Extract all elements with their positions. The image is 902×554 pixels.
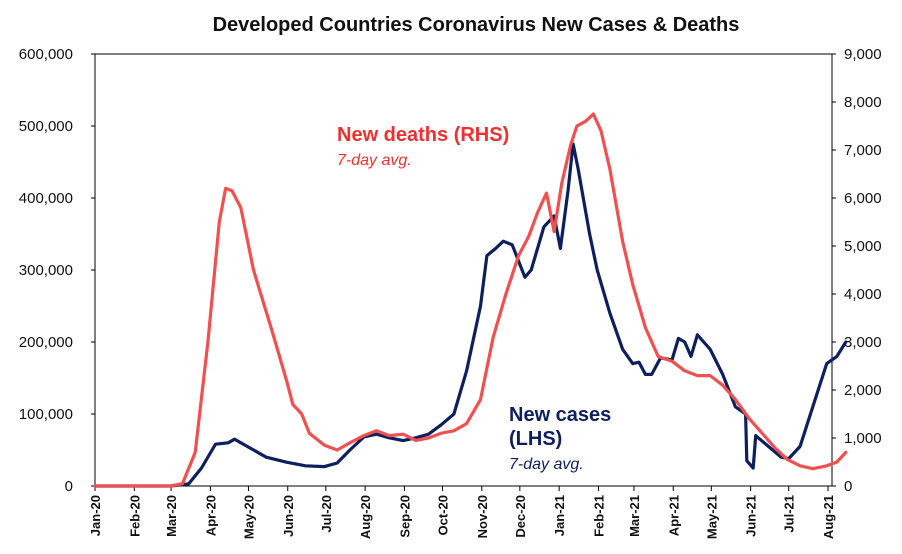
left-tick-label: 400,000: [19, 190, 73, 207]
x-tick-label: Nov-20: [475, 495, 490, 538]
left-axis: 0 100,000 200,000 300,000 400,000 500,000 600,…: [19, 46, 95, 495]
x-tick-label: Apr-21: [666, 495, 681, 536]
right-tick-label: 1,000: [844, 430, 882, 447]
x-tick-label: Feb-20: [127, 495, 142, 537]
right-tick-label: 0: [844, 478, 852, 495]
left-tick-label: 600,000: [19, 46, 73, 63]
right-axis: 0 1,000 2,000 3,000 4,000 5,000 6,000 7,000 8,00…: [832, 46, 882, 495]
right-tick-label: 8,000: [844, 94, 882, 111]
series-layer: [93, 112, 848, 488]
x-tick-label: Jan-20: [88, 495, 103, 536]
cases-label-line2: (LHS): [509, 428, 562, 450]
x-tick-label: Dec-20: [513, 495, 528, 538]
x-tick-label: Mar-20: [164, 495, 179, 537]
x-tick-label: Jul-20: [319, 495, 334, 533]
x-tick-label: Jun-21: [744, 495, 759, 537]
cases-note: 7-day avg.: [509, 456, 584, 473]
x-tick-label: Feb-21: [591, 495, 606, 537]
x-tick-label: Jul-21: [782, 495, 797, 533]
x-tick-label: Aug-21: [821, 495, 836, 539]
right-tick-label: 2,000: [844, 382, 882, 399]
x-tick-label: Oct-20: [435, 495, 450, 535]
chart-title: Developed Countries Coronavirus New Case…: [212, 14, 740, 36]
x-tick-label: Apr-20: [203, 495, 218, 536]
left-tick-label: 500,000: [19, 118, 73, 135]
left-tick-label: 200,000: [19, 334, 73, 351]
right-tick-label: 6,000: [844, 190, 882, 207]
deaths-label: New deaths (RHS): [337, 124, 509, 146]
left-tick-label: 100,000: [19, 406, 73, 423]
x-tick-label: May-21: [704, 495, 719, 539]
x-tick-label: May-20: [241, 495, 256, 539]
annotations: New deaths (RHS) 7-day avg. New cases (L…: [337, 124, 611, 473]
right-tick-label: 9,000: [844, 46, 882, 63]
x-axis: Jan-20 Feb-20 Mar-20 Apr-20 May-20 Jun-20 Jul-…: [88, 486, 836, 539]
plot-frame: [94, 53, 833, 487]
cases-series-line: [93, 142, 848, 488]
deaths-note: 7-day avg.: [337, 152, 412, 169]
left-tick-label: 300,000: [19, 262, 73, 279]
x-tick-label: Jun-20: [281, 495, 296, 537]
right-tick-label: 5,000: [844, 238, 882, 255]
x-tick-label: Sep-20: [397, 495, 412, 538]
cases-label-line1: New cases: [509, 404, 611, 426]
left-tick-label: 0: [65, 478, 73, 495]
x-tick-label: Aug-20: [358, 495, 373, 539]
x-tick-label: Mar-21: [627, 495, 642, 537]
x-tick-label: Jan-21: [552, 495, 567, 536]
right-tick-label: 4,000: [844, 286, 882, 303]
right-tick-label: 3,000: [844, 334, 882, 351]
deaths-series-line: [93, 112, 848, 488]
plot-area: [94, 53, 833, 487]
right-tick-label: 7,000: [844, 142, 882, 159]
